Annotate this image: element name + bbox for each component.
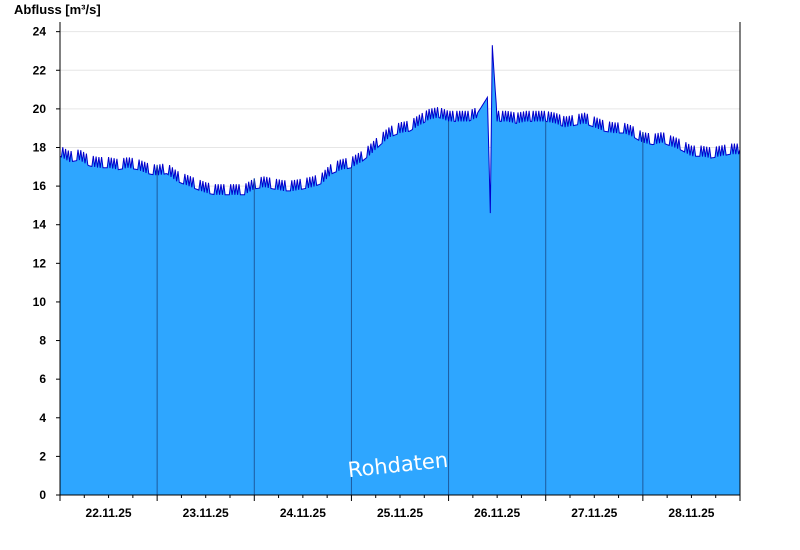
discharge-line <box>59 45 741 214</box>
y-tick-label-6: 6 <box>39 372 46 386</box>
y-tick-label-12: 12 <box>33 256 47 270</box>
y-tick-label-18: 18 <box>33 140 47 154</box>
x-day-label-0: 22.11.25 <box>86 506 132 520</box>
y-tick-label-8: 8 <box>39 334 46 348</box>
x-day-label-4: 26.11.25 <box>474 506 520 520</box>
y-tick-label-22: 22 <box>33 63 47 77</box>
x-day-label-3: 25.11.25 <box>377 506 423 520</box>
y-tick-label-16: 16 <box>33 179 47 193</box>
y-tick-label-0: 0 <box>39 488 46 502</box>
x-day-label-1: 23.11.25 <box>183 506 229 520</box>
y-tick-label-10: 10 <box>33 295 47 309</box>
x-ticks: 22.11.25 23.11.25 24.11.25 25.11.25 26.11.25… <box>59 495 741 520</box>
day-separators <box>156 121 644 495</box>
y-axis-label: Abfluss [m³/s] <box>14 2 101 17</box>
x-day-label-5: 27.11.25 <box>571 506 617 520</box>
y-tick-label-24: 24 <box>33 25 47 39</box>
y-tick-label-20: 20 <box>33 102 47 116</box>
x-day-label-6: 28.11.25 <box>668 506 714 520</box>
y-tick-label-4: 4 <box>39 411 46 425</box>
discharge-area <box>60 45 740 495</box>
y-tick-label-14: 14 <box>33 218 47 232</box>
x-day-label-2: 24.11.25 <box>280 506 326 520</box>
y-tick-label-2: 2 <box>39 449 46 463</box>
